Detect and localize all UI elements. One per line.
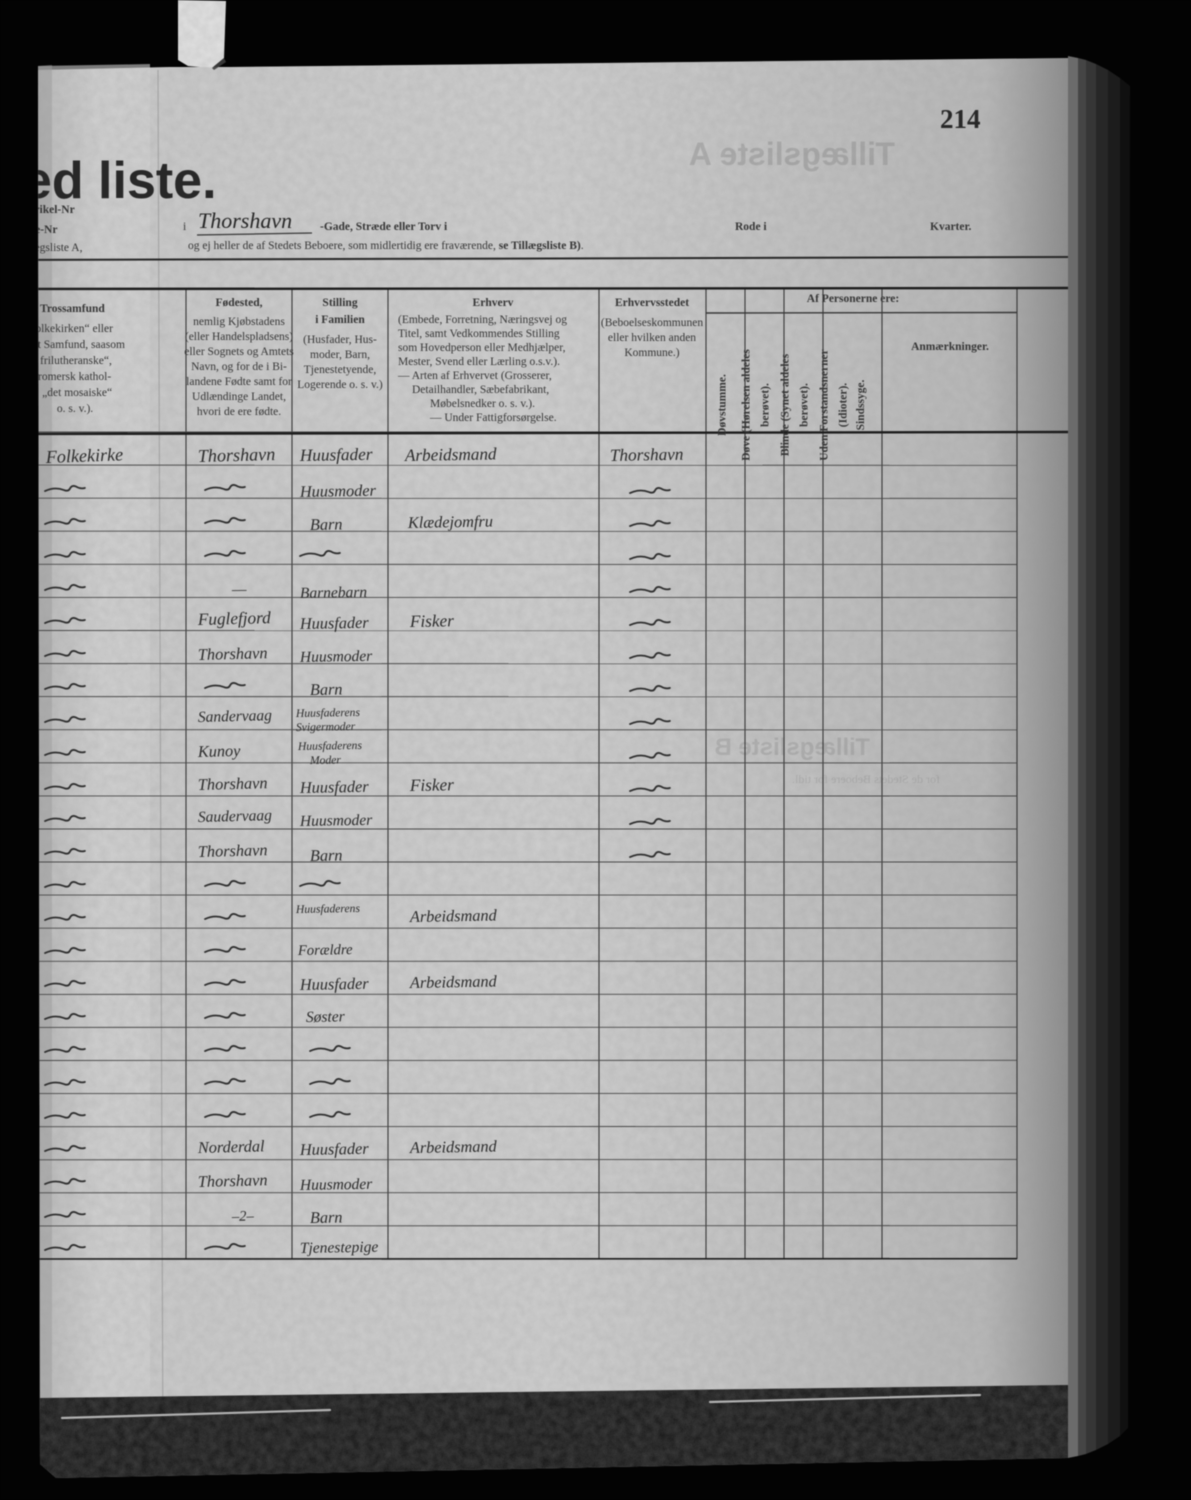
svg-text:Thorshavn: Thorshavn	[198, 773, 268, 794]
svg-text:berøvet).: berøvet).	[799, 383, 811, 427]
svg-text:Huusfaderens: Huusfaderens	[295, 902, 361, 916]
svg-text:Kvarter.: Kvarter.	[930, 221, 972, 233]
svg-text:Svigermoder: Svigermoder	[296, 720, 356, 734]
svg-text:Saudervaag: Saudervaag	[198, 807, 273, 826]
svg-text:— Arten af Erhvervet (Grossere: — Arten af Erhvervet (Grosserer,	[397, 370, 552, 382]
svg-text:som Hovedperson eller Medhjælp: som Hovedperson eller Medhjælper,	[398, 342, 566, 354]
svg-text:Arbeidsmand: Arbeidsmand	[404, 444, 497, 465]
svg-text:Barn: Barn	[310, 514, 343, 534]
svg-text:Møbelsnedker o. s. v.).: Møbelsnedker o. s. v.).	[430, 398, 535, 410]
svg-text:Arbeidsmand: Arbeidsmand	[409, 1136, 498, 1157]
svg-text:Arbeidsmand: Arbeidsmand	[409, 971, 498, 992]
svg-text:Thorshavn: Thorshavn	[198, 643, 268, 664]
svg-text:Klædejomfru: Klædejomfru	[407, 512, 493, 532]
svg-text:Huusmoder: Huusmoder	[299, 648, 374, 666]
svg-text:Døvstumme.: Døvstumme.	[717, 374, 729, 436]
svg-text:Folkekirke: Folkekirke	[44, 444, 123, 467]
svg-text:(Husfader, Hus-: (Husfader, Hus-	[303, 334, 377, 346]
svg-text:(eller Handelspladsens): (eller Handelspladsens)	[185, 331, 293, 343]
svg-text:Detailhandler, Sæbefabrikant,: Detailhandler, Sæbefabrikant,	[412, 384, 549, 396]
svg-text:Tillægsliste B: Tillægsliste B	[714, 734, 870, 761]
svg-text:Huusmoder: Huusmoder	[299, 481, 377, 501]
svg-text:Huusfader: Huusfader	[299, 777, 370, 797]
svg-text:–2–: –2–	[231, 1208, 255, 1225]
svg-text:Stilling: Stilling	[322, 297, 357, 309]
svg-text:Anmærkninger.: Anmærkninger.	[911, 341, 989, 353]
svg-text:Døve (Hørelsen aldeles: Døve (Hørelsen aldeles	[741, 349, 753, 461]
svg-text:Thorshavn: Thorshavn	[610, 445, 684, 465]
svg-text:Huusfaderens: Huusfaderens	[297, 739, 363, 753]
svg-text:Barn: Barn	[310, 1207, 343, 1227]
svg-text:Barn: Barn	[310, 679, 343, 699]
svg-text:Huusfader: Huusfader	[299, 974, 370, 994]
svg-text:moder, Barn,: moder, Barn,	[310, 349, 370, 361]
svg-text:(Idioter).: (Idioter).	[838, 383, 850, 428]
svg-text:nemlig Kjøbstadens: nemlig Kjøbstadens	[193, 316, 285, 328]
svg-text:Huusfader: Huusfader	[299, 1139, 370, 1159]
svg-text:-Gade, Stræde eller Torv i: -Gade, Stræde eller Torv i	[320, 221, 448, 233]
svg-text:i: i	[183, 221, 186, 233]
svg-text:Huusfaderens: Huusfaderens	[295, 706, 361, 720]
svg-text:Logerende o. s. v.): Logerende o. s. v.)	[297, 379, 383, 391]
svg-text:eller Sognets og Amtets: eller Sognets og Amtets	[184, 346, 294, 358]
svg-text:Rode i: Rode i	[735, 221, 767, 233]
svg-text:Thorshavn: Thorshavn	[198, 1170, 268, 1191]
svg-text:Uden Forstandsnerner: Uden Forstandsnerner	[819, 349, 831, 461]
svg-text:Huusmoder: Huusmoder	[299, 812, 374, 830]
svg-text:Erhvervsstedet: Erhvervsstedet	[615, 297, 689, 309]
svg-text:Mester, Svend eller Lærling o.: Mester, Svend eller Lærling o.s.v.).	[398, 356, 560, 368]
svg-text:Søster: Søster	[306, 1008, 346, 1026]
svg-text:Barn: Barn	[310, 845, 343, 865]
svg-text:Forældre: Forældre	[297, 942, 353, 959]
svg-text:landene Fødte samt for: landene Fødte samt for	[186, 376, 292, 388]
svg-text:— Under Fattigforsørgelse.: — Under Fattigforsørgelse.	[429, 412, 557, 424]
svg-text:Huusmoder: Huusmoder	[299, 1176, 374, 1194]
svg-text:Barnebarn: Barnebarn	[300, 584, 368, 602]
svg-text:Titel, samt Vedkommendes Still: Titel, samt Vedkommendes Stilling	[398, 328, 560, 340]
svg-text:Arbeidsmand: Arbeidsmand	[409, 905, 498, 926]
svg-text:og ej heller de af Stedets Beb: og ej heller de af Stedets Beboere, som …	[188, 240, 584, 252]
svg-text:Thorshavn: Thorshavn	[198, 840, 268, 861]
svg-text:berøvet).: berøvet).	[760, 383, 772, 427]
svg-text:i Familien: i Familien	[315, 314, 365, 326]
svg-text:Tjenestetyende,: Tjenestetyende,	[304, 364, 377, 376]
svg-text:hvori de ere fødte.: hvori de ere fødte.	[197, 406, 281, 418]
svg-text:Sandervaag: Sandervaag	[198, 707, 273, 726]
svg-text:o. s. v.).: o. s. v.).	[57, 403, 93, 415]
svg-text:Kunoy: Kunoy	[197, 741, 242, 761]
svg-text:Huusfader: Huusfader	[299, 445, 373, 465]
svg-text:Af Personerne ere:: Af Personerne ere:	[807, 293, 899, 305]
svg-text:––: ––	[231, 582, 248, 598]
svg-text:Fisker: Fisker	[409, 775, 455, 795]
svg-text:eller hvilken anden: eller hvilken anden	[608, 332, 696, 344]
svg-text:Tillægsliste A: Tillægsliste A	[689, 136, 895, 172]
svg-text:Navn, og for de i Bi-: Navn, og for de i Bi-	[191, 361, 287, 373]
svg-text:Kommune.): Kommune.)	[624, 347, 679, 359]
svg-text:Fuglefjord: Fuglefjord	[197, 608, 272, 629]
svg-text:214: 214	[940, 104, 981, 134]
svg-text:Thorshavn: Thorshavn	[198, 444, 276, 466]
svg-text:Blinde (Synet aldeles: Blinde (Synet aldeles	[780, 353, 792, 456]
svg-text:Fødested,: Fødested,	[216, 297, 263, 309]
svg-text:(Beboelseskommunen: (Beboelseskommunen	[601, 317, 703, 329]
svg-text:Fisker: Fisker	[409, 611, 455, 631]
svg-text:Moder: Moder	[309, 753, 342, 767]
svg-text:Huusfader: Huusfader	[299, 613, 370, 633]
svg-text:(Embede, Forretning, Næringsve: (Embede, Forretning, Næringsvej og	[398, 314, 567, 326]
svg-text:Norderdal: Norderdal	[197, 1136, 266, 1157]
svg-text:for de Stedets Beboere for tid: for de Stedets Beboere for tidl.	[792, 772, 940, 786]
svg-text:Sindssyge.: Sindssyge.	[855, 379, 867, 430]
svg-text:Trossamfund: Trossamfund	[40, 303, 105, 315]
svg-text:Thorshavn: Thorshavn	[198, 208, 292, 233]
svg-text:Udlændinge Landet,: Udlændinge Landet,	[192, 391, 286, 403]
svg-text:Tjenestepige: Tjenestepige	[300, 1239, 379, 1257]
svg-text:Erhverv: Erhverv	[473, 297, 514, 309]
